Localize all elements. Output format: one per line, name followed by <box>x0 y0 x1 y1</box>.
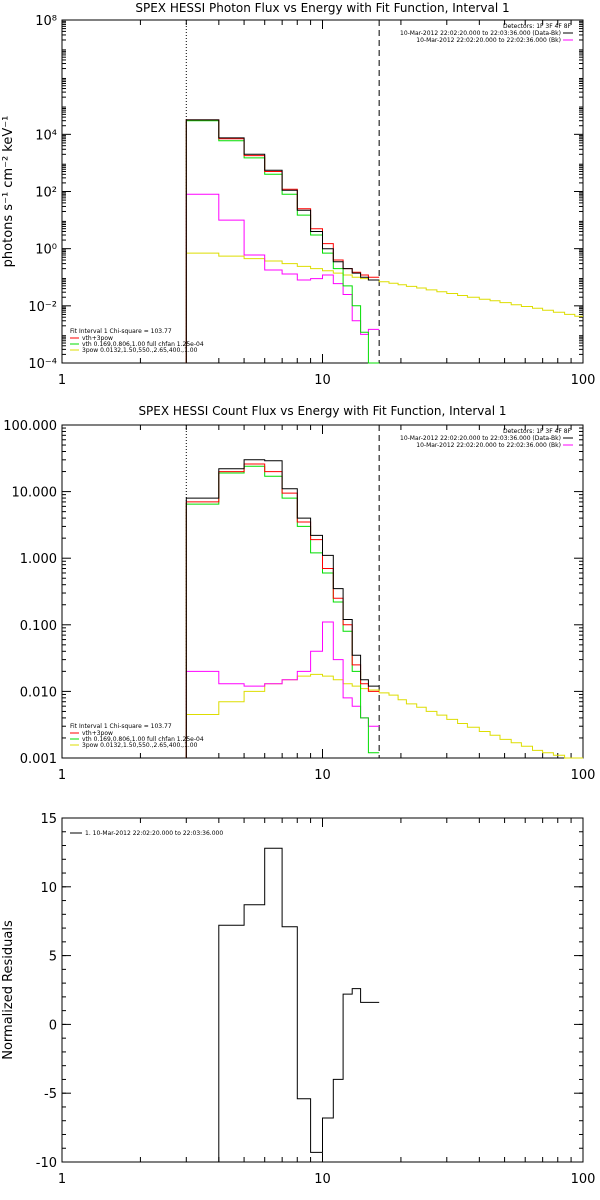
x-tick-label: 1 <box>58 373 66 388</box>
y-tick-label: 10⁴ <box>35 128 57 143</box>
data-interval-label: 10-Mar-2012 22:02:20.000 to 22:03:36.000… <box>400 435 561 442</box>
series-group <box>185 459 583 759</box>
series-background <box>185 193 380 363</box>
series-vth <box>185 120 380 364</box>
y-tick-label: 10.000 <box>12 486 58 501</box>
y-tick-label: 0.001 <box>20 752 57 767</box>
data-interval-label: 10-Mar-2012 22:02:20.000 to 22:03:36.000… <box>400 30 561 37</box>
y-tick-label: 0.010 <box>20 685 57 700</box>
series-vth-3pow <box>185 119 380 363</box>
y-tick-label: -5 <box>44 1087 57 1102</box>
chart-panel-2: SPEX HESSI Count Flux vs Energy with Fit… <box>3 404 595 783</box>
legend-item: vth+3pow <box>82 730 113 737</box>
y-axis-label: photons s⁻¹ cm⁻² keV⁻¹ <box>1 116 16 268</box>
y-tick-label: 10⁸ <box>35 14 57 29</box>
plot-frame <box>61 817 584 1163</box>
legend-item: vth+3pow <box>82 335 113 342</box>
legend-item: 3pow 0.0132,1.50,550.,2.65,400.,1.00 <box>82 742 198 749</box>
x-tick-label: 1 <box>58 1172 66 1187</box>
x-tick-label: 100 <box>571 768 596 783</box>
series-three-pow <box>185 252 583 363</box>
detectors-label: Detectors: 1F 3F 4F 8F <box>503 428 572 435</box>
y-tick-label: 1.000 <box>20 552 57 567</box>
y-tick-label: -10 <box>36 1156 57 1171</box>
y-axis-label: Normalized Residuals <box>1 920 16 1060</box>
legend-header: Fit Interval 1 Chi-square = 103.77 <box>70 723 172 730</box>
y-tick-label: 10 <box>40 881 57 896</box>
series-total <box>186 847 380 1163</box>
series-background <box>185 621 380 758</box>
plot-frame <box>61 19 584 364</box>
fit-legend: Fit Interval 1 Chi-square = 103.77vth+3p… <box>70 723 204 749</box>
x-tick-label: 10 <box>314 373 331 388</box>
y-tick-label: 10² <box>35 186 57 201</box>
x-tick-label: 100 <box>571 373 596 388</box>
series-group <box>186 847 380 1163</box>
legend-item: 3pow 0.0132,1.50,550.,2.65,400.,1.00 <box>82 347 198 354</box>
series-total <box>185 119 380 363</box>
detectors-label: Detectors: 1F 3F 4F 8F <box>503 23 572 30</box>
legend-header: Fit Interval 1 Chi-square = 103.77 <box>70 328 172 335</box>
y-tick-label: 15 <box>40 812 57 827</box>
x-tick-label: 10 <box>314 1172 331 1187</box>
series-three-pow <box>185 673 583 759</box>
y-tick-label: 10⁻² <box>28 300 57 315</box>
chart-title: SPEX HESSI Count Flux vs Energy with Fit… <box>138 404 506 418</box>
chart-title: SPEX HESSI Photon Flux vs Energy with Fi… <box>135 1 509 15</box>
series-total <box>185 459 380 758</box>
bk-interval-label: 10-Mar-2012 22:02:20.000 to 22:02:36.000… <box>416 37 561 44</box>
y-tick-label: 10⁻⁴ <box>28 357 57 372</box>
bk-interval-label: 10-Mar-2012 22:02:20.000 to 22:02:36.000… <box>416 442 561 449</box>
chart-panel-3: Normalized Residuals 1 10 100 -10 -5 0 5 10 15 1. … <box>1 812 595 1187</box>
x-tick-label: 1 <box>58 768 66 783</box>
y-tick-label: 0.100 <box>20 619 57 634</box>
plot-frame <box>61 424 584 759</box>
series-group <box>185 119 583 364</box>
fit-legend: 1. 10-Mar-2012 22:02:20.000 to 22:03:36.… <box>70 830 223 837</box>
y-tick-label: 5 <box>49 950 57 965</box>
series-vth-3pow <box>185 463 380 758</box>
x-tick-label: 10 <box>314 768 331 783</box>
legend-item: vth 0.169,0.806,1.00 full chfan 1.25e-04 <box>82 341 204 348</box>
fit-legend: Fit Interval 1 Chi-square = 103.77vth+3p… <box>70 328 204 354</box>
chart-panel-1: SPEX HESSI Photon Flux vs Energy with Fi… <box>1 1 595 388</box>
legend-item: vth 0.169,0.806,1.00 full chfan 1.25e-04 <box>82 736 204 743</box>
legend-item: 1. 10-Mar-2012 22:02:20.000 to 22:03:36.… <box>85 830 223 837</box>
y-tick-label: 10⁰ <box>35 243 57 258</box>
y-tick-label: 0 <box>49 1018 57 1033</box>
x-tick-label: 100 <box>571 1172 596 1187</box>
y-tick-label: 100.000 <box>3 419 57 434</box>
